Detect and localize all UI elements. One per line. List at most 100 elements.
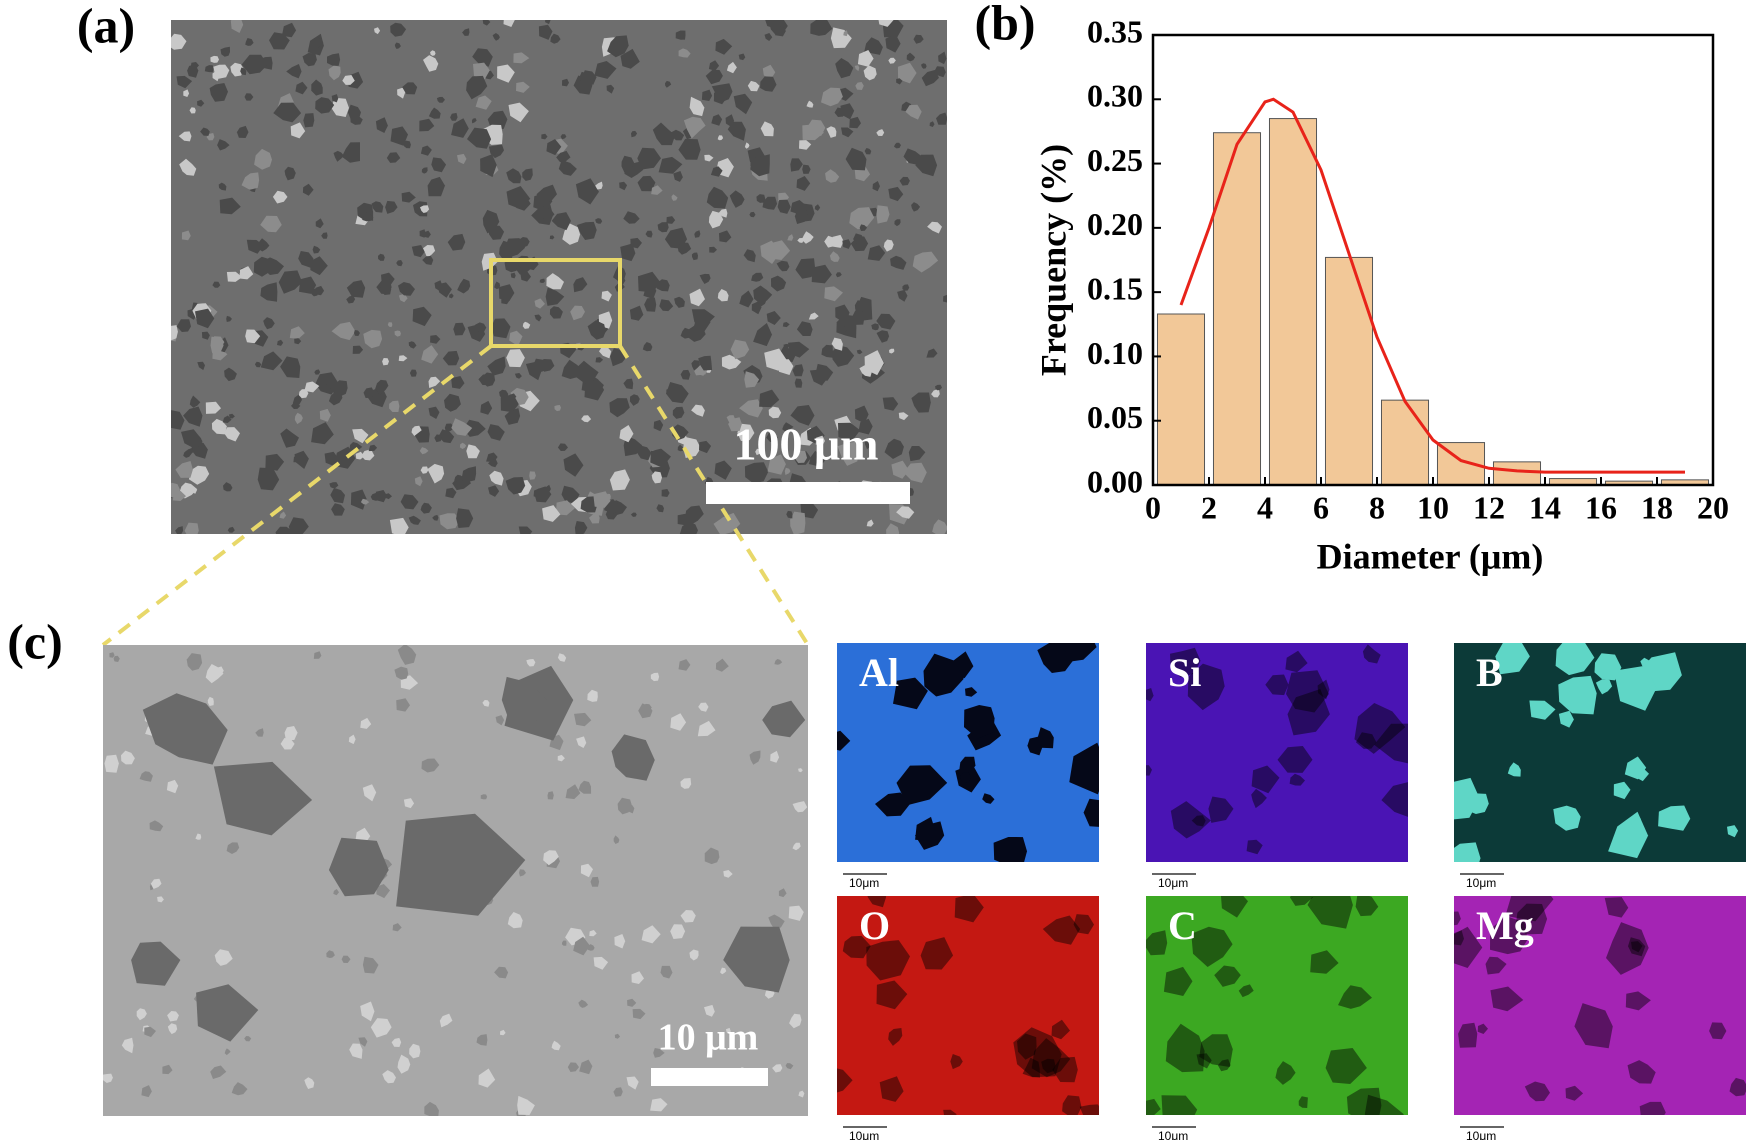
texture xyxy=(370,1018,392,1038)
grain xyxy=(623,211,640,224)
eds-phase xyxy=(1285,650,1308,673)
grain xyxy=(691,404,705,417)
texture xyxy=(650,672,660,682)
grain xyxy=(411,425,422,436)
grain xyxy=(200,127,210,136)
grain xyxy=(764,348,788,371)
eds-phase xyxy=(1631,941,1643,953)
eds-phase xyxy=(1374,723,1408,764)
texture xyxy=(507,912,523,929)
grain xyxy=(488,458,498,468)
grain xyxy=(744,462,769,484)
grain xyxy=(886,523,900,534)
grain xyxy=(303,113,315,128)
grain xyxy=(714,460,732,480)
eds-phase xyxy=(982,793,995,804)
bar xyxy=(1324,256,1374,486)
grain xyxy=(790,511,806,534)
eds-map-image xyxy=(837,896,1099,1115)
grain xyxy=(473,62,490,80)
grain xyxy=(327,53,341,66)
eds-phase xyxy=(1079,1104,1099,1115)
texture xyxy=(403,798,415,809)
texture xyxy=(397,645,417,665)
grain xyxy=(241,172,260,190)
grain xyxy=(751,301,762,315)
grain xyxy=(398,355,408,362)
grain xyxy=(312,245,321,254)
grain xyxy=(563,453,584,477)
x-tick-label: 12 xyxy=(1473,489,1505,525)
grain xyxy=(677,242,692,255)
grain xyxy=(824,286,843,302)
eds-phase xyxy=(1364,1094,1404,1115)
eds-phase xyxy=(954,896,984,923)
eds-map-image xyxy=(1454,643,1746,862)
grain xyxy=(866,519,874,527)
grain xyxy=(273,102,302,123)
texture xyxy=(313,651,322,659)
grain xyxy=(220,46,230,57)
eds-phase xyxy=(1507,762,1521,777)
grain xyxy=(491,318,511,339)
grain xyxy=(562,78,569,87)
texture xyxy=(689,949,699,961)
grain xyxy=(768,406,782,419)
grain xyxy=(832,345,855,367)
texture xyxy=(557,653,567,662)
grain xyxy=(856,349,863,355)
grain xyxy=(739,290,754,308)
grain xyxy=(835,272,842,278)
texture xyxy=(360,1001,375,1022)
grain xyxy=(885,34,901,53)
grain xyxy=(428,107,441,119)
texture xyxy=(150,878,162,889)
grain xyxy=(310,256,328,276)
grain xyxy=(226,315,232,322)
grain xyxy=(205,401,221,414)
grain xyxy=(325,383,332,390)
grain xyxy=(542,505,561,522)
eds-phase xyxy=(1458,1022,1478,1048)
grain xyxy=(888,57,896,64)
grain xyxy=(254,148,272,170)
grain xyxy=(584,379,605,401)
texture xyxy=(557,754,565,762)
grain xyxy=(480,400,493,415)
texture xyxy=(186,653,203,671)
eds-phase xyxy=(1354,703,1406,754)
grain xyxy=(898,412,909,421)
grain xyxy=(911,392,931,413)
texture xyxy=(224,1048,231,1056)
grain xyxy=(786,510,793,519)
grain xyxy=(929,121,935,127)
grain xyxy=(943,294,947,303)
grain xyxy=(430,50,436,56)
eds-phase xyxy=(1454,926,1483,968)
grain xyxy=(236,125,249,138)
grain xyxy=(497,64,515,83)
grain xyxy=(302,53,317,67)
grain xyxy=(926,348,938,358)
eds-element-label: B xyxy=(1476,650,1503,695)
bar xyxy=(1492,461,1542,486)
grain xyxy=(463,419,486,437)
grain xyxy=(677,444,684,452)
eds-phase xyxy=(1214,965,1241,987)
texture xyxy=(394,666,409,680)
grain xyxy=(183,89,190,97)
eds-phase xyxy=(1558,675,1597,715)
grain xyxy=(204,65,214,73)
texture xyxy=(424,1101,439,1116)
texture xyxy=(244,1036,252,1042)
grain xyxy=(420,466,429,474)
y-tick-label: 0.00 xyxy=(1087,463,1143,499)
eds-phase xyxy=(1275,1061,1296,1085)
grain xyxy=(606,84,615,94)
eds-map-image xyxy=(1454,896,1746,1115)
grain xyxy=(599,346,612,359)
eds-scale-bar-label: 10μm xyxy=(1466,876,1496,890)
grain xyxy=(795,258,816,279)
grain xyxy=(594,61,617,79)
grain xyxy=(678,48,691,58)
